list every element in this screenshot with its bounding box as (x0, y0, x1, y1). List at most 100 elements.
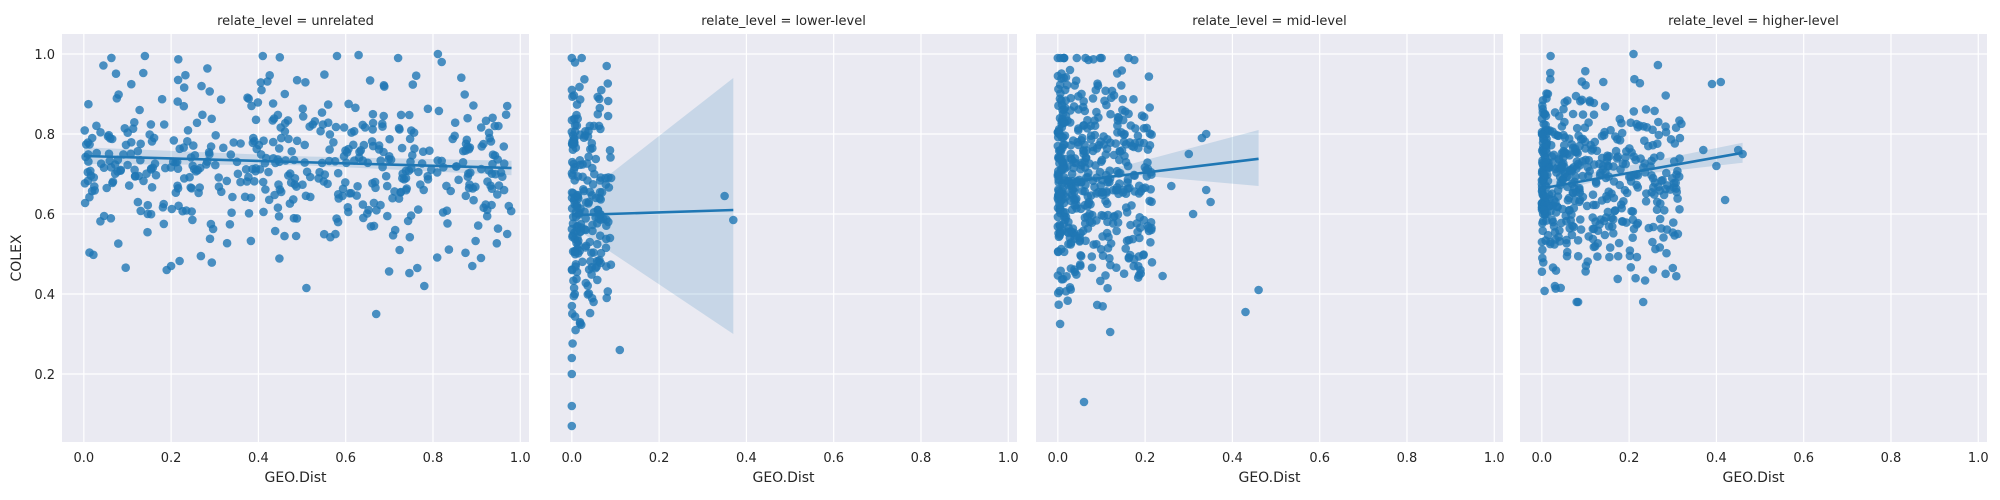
scatter-point (1053, 212, 1063, 222)
scatter-point (575, 82, 584, 92)
scatter-point (111, 69, 121, 78)
scatter-point (1654, 130, 1664, 140)
scatter-point (275, 185, 285, 194)
scatter-point (1118, 94, 1128, 104)
scatter-point (413, 205, 423, 214)
scatter-point (596, 124, 605, 134)
scatter-point (298, 180, 307, 189)
x-tick-label: 0.0 (73, 451, 94, 466)
scatter-point (589, 248, 598, 257)
scatter-point (298, 104, 308, 113)
scatter-point (1661, 127, 1671, 137)
scatter-point (1609, 229, 1618, 238)
scatter-point (365, 76, 375, 85)
scatter-point (573, 202, 582, 212)
scatter-point (1121, 244, 1130, 253)
scatter-point (159, 120, 169, 129)
scatter-point (89, 250, 98, 260)
scatter-point (1575, 195, 1585, 205)
scatter-point (443, 219, 452, 228)
scatter-point (242, 177, 252, 186)
scatter-point (1716, 77, 1726, 87)
scatter-point (1588, 224, 1598, 234)
scatter-point (1626, 263, 1636, 272)
scatter-point (438, 208, 448, 217)
scatter-point (468, 261, 477, 271)
scatter-point (1636, 154, 1645, 163)
scatter-point (1102, 100, 1111, 110)
scatter-point (1568, 109, 1578, 119)
scatter-point (1648, 173, 1658, 183)
scatter-point (494, 181, 504, 190)
scatter-point (1102, 199, 1112, 209)
scatter-point (273, 203, 283, 212)
scatter-point (1672, 271, 1681, 281)
scatter-point (1092, 107, 1101, 117)
scatter-point (596, 258, 605, 268)
scatter-point (1103, 217, 1112, 227)
x-tick-label: 0.2 (1619, 451, 1640, 466)
scatter-point (1061, 208, 1070, 217)
scatter-point (1115, 147, 1125, 156)
scatter-point (1054, 124, 1064, 134)
scatter-point (368, 141, 378, 151)
scatter-point (198, 110, 207, 120)
scatter-point (106, 214, 116, 223)
scatter-point (396, 110, 406, 120)
scatter-point (416, 180, 425, 189)
scatter-point (1117, 81, 1126, 90)
scatter-point (301, 78, 310, 87)
scatter-point (583, 281, 592, 291)
scatter-point (257, 85, 266, 95)
scatter-point (116, 165, 126, 175)
scatter-point (1541, 192, 1551, 202)
scatter-point (1671, 123, 1681, 132)
scatter-point (130, 165, 139, 175)
scatter-point (96, 159, 106, 168)
scatter-point (1143, 158, 1152, 167)
scatter-point (1053, 247, 1063, 256)
scatter-point (463, 172, 473, 181)
scatter-point (1660, 206, 1669, 215)
scatter-point (261, 185, 270, 194)
scatter-point (179, 83, 189, 92)
scatter-point (1654, 117, 1663, 127)
scatter-point (1568, 188, 1578, 197)
scatter-point (1589, 242, 1599, 252)
scatter-point (225, 220, 235, 229)
scatter-point (368, 109, 378, 119)
scatter-point (571, 325, 580, 335)
scatter-point (345, 189, 354, 198)
scatter-point (1119, 130, 1129, 139)
scatter-point (1099, 132, 1108, 141)
scatter-point (615, 345, 625, 355)
scatter-point (501, 110, 511, 119)
scatter-point (1613, 152, 1623, 161)
scatter-point (1121, 203, 1131, 212)
scatter-point (1599, 77, 1608, 87)
scatter-point (496, 168, 506, 177)
x-tick-label: 0.0 (1047, 451, 1068, 466)
scatter-point (1647, 156, 1656, 166)
scatter-point (1074, 140, 1083, 150)
scatter-point (268, 116, 278, 125)
scatter-point (1650, 106, 1659, 116)
scatter-point (1060, 85, 1070, 95)
scatter-point (226, 150, 236, 159)
scatter-point (1641, 105, 1651, 114)
scatter-point (580, 75, 589, 84)
scatter-point (214, 173, 223, 182)
scatter-point (179, 174, 189, 183)
scatter-point (1669, 178, 1679, 188)
scatter-point (1622, 147, 1631, 156)
scatter-point (96, 217, 105, 226)
y-tick-label: 0.6 (34, 208, 55, 223)
scatter-point (1113, 128, 1122, 137)
x-tick-label: 1.0 (1968, 451, 1989, 466)
scatter-point (1055, 222, 1065, 231)
scatter-point (589, 297, 598, 307)
scatter-point (1606, 125, 1615, 135)
scatter-point (287, 147, 297, 156)
scatter-point (482, 211, 492, 221)
scatter-point (1538, 130, 1547, 139)
